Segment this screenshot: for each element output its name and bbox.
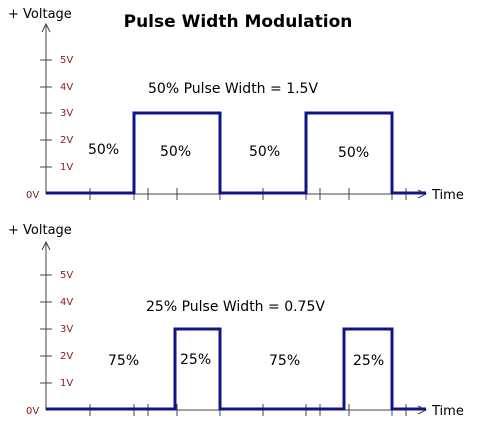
- y-axis-label-bottom: + Voltage: [8, 223, 72, 238]
- panel-50-percent: + Voltage Time 0V 1V 2V 3V 4V 5V: [8, 7, 464, 203]
- segment-label: 25%: [180, 352, 211, 368]
- y-zero-label-top: 0V: [26, 190, 39, 201]
- segment-label: 50%: [338, 145, 369, 161]
- y-axis-arrow-top: [41, 22, 51, 33]
- y-axis-arrow-bottom: [41, 240, 51, 251]
- y-tick-label-2v: 2V: [60, 135, 73, 146]
- y-tick-label-4v: 4V: [60, 82, 73, 93]
- y-tick-label-5v: 5V: [60, 55, 73, 66]
- x-axis-label-top: Time: [431, 188, 464, 203]
- y-tick-label-1v: 1V: [60, 378, 73, 389]
- y-tick-label-1v: 1V: [60, 162, 73, 173]
- y-tick-label-5v: 5V: [60, 270, 73, 281]
- segment-label: 50%: [88, 142, 119, 158]
- y-ticks-bottom: 1V 2V 3V 4V 5V: [40, 270, 73, 389]
- y-ticks-top: 1V 2V 3V 4V 5V: [40, 55, 73, 173]
- y-zero-label-bottom: 0V: [26, 406, 39, 417]
- diagram-title: Pulse Width Modulation: [124, 12, 353, 32]
- y-tick-label-2v: 2V: [60, 351, 73, 362]
- segment-label: 75%: [269, 353, 300, 369]
- panel-heading-top: 50% Pulse Width = 1.5V: [148, 81, 318, 97]
- pulse-waveform-50: [46, 111, 426, 195]
- y-tick-label-3v: 3V: [60, 108, 73, 119]
- y-axis-label-top: + Voltage: [8, 7, 72, 22]
- x-axis-label-bottom: Time: [431, 404, 464, 419]
- y-tick-label-4v: 4V: [60, 297, 73, 308]
- panel-heading-bottom: 25% Pulse Width = 0.75V: [146, 299, 325, 315]
- y-tick-label-3v: 3V: [60, 324, 73, 335]
- segment-label: 75%: [108, 353, 139, 369]
- segment-label: 25%: [353, 353, 384, 369]
- pulse-waveform-25: [46, 327, 426, 411]
- segment-label: 50%: [249, 144, 280, 160]
- panel-25-percent: + Voltage Time 0V 1V 2V 3V 4V 5V: [8, 223, 464, 419]
- segment-label: 50%: [160, 144, 191, 160]
